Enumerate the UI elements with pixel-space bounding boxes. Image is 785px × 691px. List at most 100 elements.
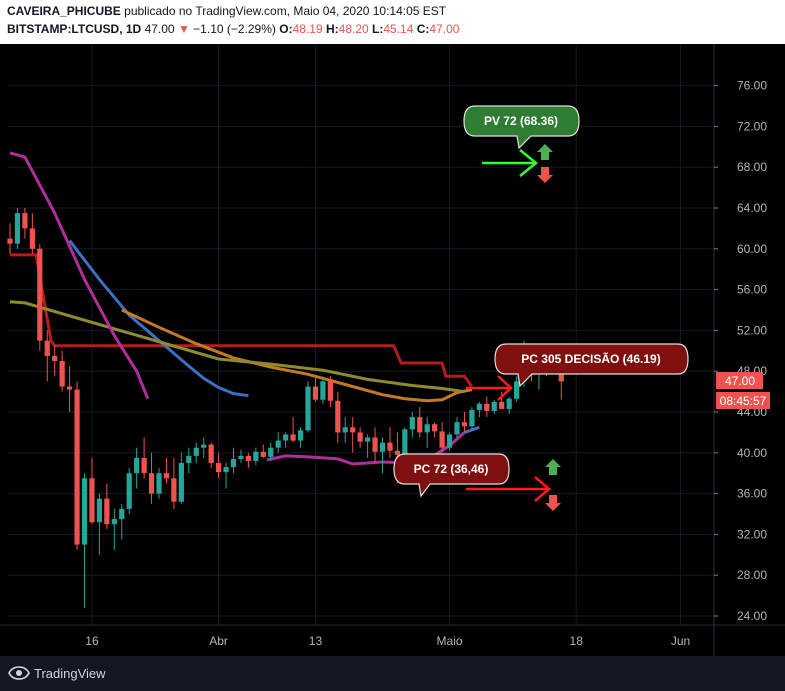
candle-body xyxy=(558,369,564,382)
candle-body xyxy=(245,455,251,461)
x-tick-label: Abr xyxy=(209,634,228,648)
candle-body xyxy=(409,417,415,430)
last-price: 47.00 xyxy=(144,22,175,36)
x-tick-label: 13 xyxy=(309,634,323,648)
candle-body xyxy=(469,409,475,427)
candle-body xyxy=(59,361,65,387)
callout-pv72[interactable]: PV 72 (68.36) xyxy=(463,105,580,150)
time-axis[interactable]: 16 Abr 13 Maio 18 Jun xyxy=(0,624,785,648)
down-arrow-icon xyxy=(545,495,561,511)
change-arrow-icon: ▼ xyxy=(177,22,190,36)
candle-body xyxy=(499,401,505,409)
candle-body xyxy=(350,427,356,433)
candle-body xyxy=(327,381,333,401)
high-label: H: xyxy=(325,22,339,36)
candle-body xyxy=(119,508,125,520)
symbol-label[interactable]: BITSTAMP:LTCUSD, 1D xyxy=(7,22,142,36)
candle-body xyxy=(96,498,102,523)
up-arrow-icon xyxy=(537,144,553,160)
y-tick-label: 60.00 xyxy=(737,242,767,256)
candle-body xyxy=(290,434,296,441)
down-arrow-icon xyxy=(537,167,553,183)
candle-body xyxy=(253,451,259,461)
candle-body xyxy=(201,444,207,448)
candle-body xyxy=(104,498,110,525)
up-arrow-icon xyxy=(545,459,561,475)
published-text: publicado no TradingView.com, Maio 04, 2… xyxy=(124,4,447,18)
candle-body xyxy=(320,381,326,400)
y-tick-label: 56.00 xyxy=(737,283,767,297)
candle-body xyxy=(379,442,386,452)
candle-body xyxy=(29,228,35,249)
y-tick-label: 32.00 xyxy=(737,527,767,541)
candle-body xyxy=(372,437,378,452)
candle-body xyxy=(312,386,319,400)
candle-body xyxy=(14,213,21,244)
candle-body xyxy=(7,238,13,244)
ma-line-red_line xyxy=(10,253,474,388)
price-axis[interactable]: 24.0028.0032.0036.0040.0044.0048.0052.00… xyxy=(713,44,767,656)
chart-canvas[interactable]: PV 72 (68.36) PC 305 DECISÃO (46.19) PC … xyxy=(0,44,785,656)
author-name[interactable]: CAVEIRA_PHICUBE xyxy=(7,4,121,18)
y-tick-label: 40.00 xyxy=(737,446,767,460)
y-tick-label: 28.00 xyxy=(737,568,767,582)
candle-body xyxy=(74,389,80,545)
countdown-label: 08:45:57 xyxy=(716,392,770,409)
candle-body xyxy=(365,437,371,442)
candle-body xyxy=(44,340,50,356)
candle-body xyxy=(230,458,237,468)
candle-body xyxy=(305,386,311,431)
candle-body xyxy=(357,432,363,442)
candle-body xyxy=(260,451,266,457)
close-label: C: xyxy=(416,22,430,36)
y-tick-label: 72.00 xyxy=(737,119,767,133)
candle-body xyxy=(148,473,155,494)
y-tick-label: 52.00 xyxy=(737,323,767,337)
x-tick-label: Jun xyxy=(671,634,690,648)
candle-body xyxy=(446,434,453,448)
candle-body xyxy=(89,478,95,523)
ma-line-magenta_line xyxy=(266,431,466,466)
candle-body xyxy=(283,434,289,441)
candle-body xyxy=(297,430,304,441)
candle-body xyxy=(335,400,341,433)
open-label: O: xyxy=(279,22,293,36)
y-tick-label: 76.00 xyxy=(737,79,767,93)
candle-body xyxy=(134,457,140,474)
candle-body xyxy=(216,463,222,473)
x-tick-label: 18 xyxy=(570,634,584,648)
callout-pc305[interactable]: PC 305 DECISÃO (46.19) xyxy=(494,343,689,388)
candle-body xyxy=(506,398,512,409)
callout-pc305-text: PC 305 DECISÃO (46.19) xyxy=(521,351,660,366)
candle-body xyxy=(126,473,132,509)
candle-body xyxy=(432,424,438,432)
red-arrow-right-icon xyxy=(466,375,513,401)
y-tick-label: 36.00 xyxy=(737,487,767,501)
candle-body xyxy=(186,455,192,463)
tradingview-brand[interactable]: TradingView xyxy=(34,666,106,681)
price-label: 47.00 xyxy=(716,372,763,389)
tradingview-logo-icon[interactable] xyxy=(8,665,30,681)
candle-body xyxy=(394,450,400,455)
candle-body xyxy=(342,427,348,433)
low-label: L: xyxy=(372,22,384,36)
ohlc-legend: BITSTAMP:LTCUSD, 1D 47.00 ▼ −1.10 (−2.29… xyxy=(7,22,459,36)
high-value: 48.20 xyxy=(338,22,369,36)
candle-body xyxy=(156,473,162,494)
publish-info: CAVEIRA_PHICUBE publicado no TradingView… xyxy=(7,4,446,18)
low-value: 45.14 xyxy=(383,22,414,36)
candle-body xyxy=(461,422,468,427)
footer: TradingView xyxy=(0,656,785,691)
callout-pc72[interactable]: PC 72 (36,46) xyxy=(393,453,510,498)
drawings[interactable]: PV 72 (68.36) PC 305 DECISÃO (46.19) PC … xyxy=(393,105,689,511)
candle-body xyxy=(268,447,274,457)
candle-body xyxy=(454,422,460,435)
candle-body xyxy=(238,455,244,459)
candle-body xyxy=(67,386,73,390)
change-value: −1.10 (−2.29%) xyxy=(193,22,276,36)
open-value: 48.19 xyxy=(292,22,323,36)
candle-body xyxy=(439,431,445,448)
candle-body xyxy=(208,444,214,463)
y-tick-label: 64.00 xyxy=(737,201,767,215)
ma-line-magenta_line xyxy=(9,151,150,400)
